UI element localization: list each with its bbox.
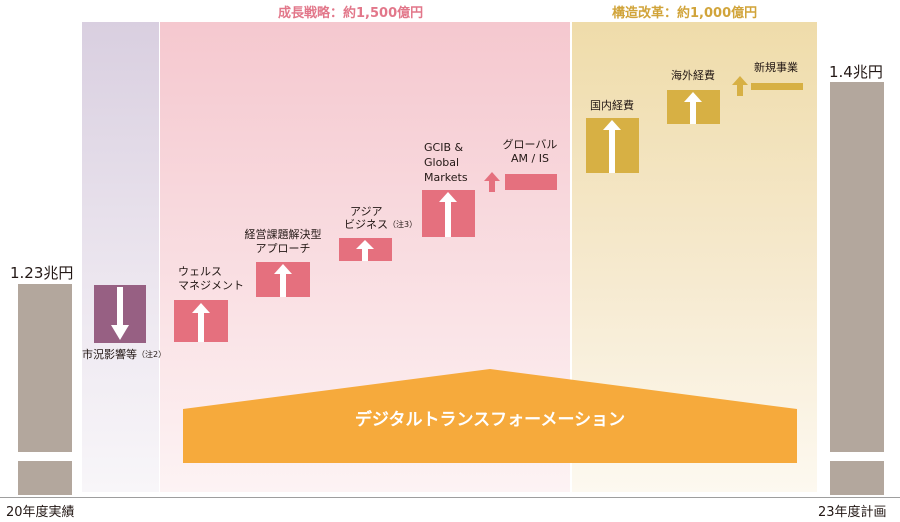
- fy23-plan-bar: [830, 82, 884, 495]
- fy20-actual-label: 20年度実績: [6, 505, 75, 520]
- asia-business-label: アジア ビジネス（注3）: [344, 205, 418, 231]
- gcib-global-markets-box: [422, 190, 475, 237]
- global-am-is-box: [505, 174, 557, 190]
- domestic-expenses-box: [586, 118, 639, 173]
- fy20-actual-value: 1.23兆円: [10, 264, 74, 282]
- up-arrow-icon: [274, 264, 292, 297]
- up-arrow-icon: [684, 92, 702, 124]
- down-arrow-icon: [111, 287, 129, 340]
- up-arrow-icon: [192, 303, 210, 342]
- overseas-expenses-label: 海外経費: [671, 69, 715, 82]
- asia-business-box: [339, 238, 392, 261]
- up-arrow-icon: [484, 172, 500, 192]
- dx-foundation-shape: [183, 369, 797, 463]
- fy23-plan-label: 23年度計画: [818, 505, 887, 520]
- wealth-management-box: [174, 300, 228, 342]
- up-arrow-icon: [356, 240, 374, 261]
- fy23-plan-value: 1.4兆円: [829, 63, 883, 81]
- growth-strategy-header: 成長戦略：約1,500億円: [278, 6, 424, 21]
- domestic-expenses-label: 国内経費: [590, 99, 634, 112]
- market-impact-box: [94, 285, 146, 343]
- consulting-approach-box: [256, 262, 310, 297]
- market-impact-label: 市況影響等（注2）: [82, 348, 167, 361]
- new-business-box: [751, 83, 803, 90]
- structural-reform-header: 構造改革：約1,000億円: [612, 6, 758, 21]
- new-business-label: 新規事業: [754, 61, 798, 74]
- overseas-expenses-box: [667, 90, 720, 124]
- fy20-bar-break: [12, 452, 78, 461]
- fy20-actual-bar: [18, 284, 72, 495]
- consulting-approach-label: 経営課題解決型 アプローチ: [244, 228, 322, 255]
- up-arrow-icon: [603, 120, 621, 173]
- up-arrow-icon: [732, 76, 748, 96]
- fy23-bar-break: [824, 452, 890, 461]
- market-impact-band: [82, 22, 159, 492]
- wealth-management-label: ウェルス マネジメント: [178, 265, 244, 292]
- up-arrow-icon: [439, 192, 457, 237]
- baseline: [0, 497, 900, 498]
- global-am-is-label: グローバル AM / IS: [502, 138, 558, 165]
- gcib-global-markets-label: GCIB & Global Markets: [424, 141, 468, 184]
- dx-label: デジタルトランスフォーメーション: [354, 410, 626, 430]
